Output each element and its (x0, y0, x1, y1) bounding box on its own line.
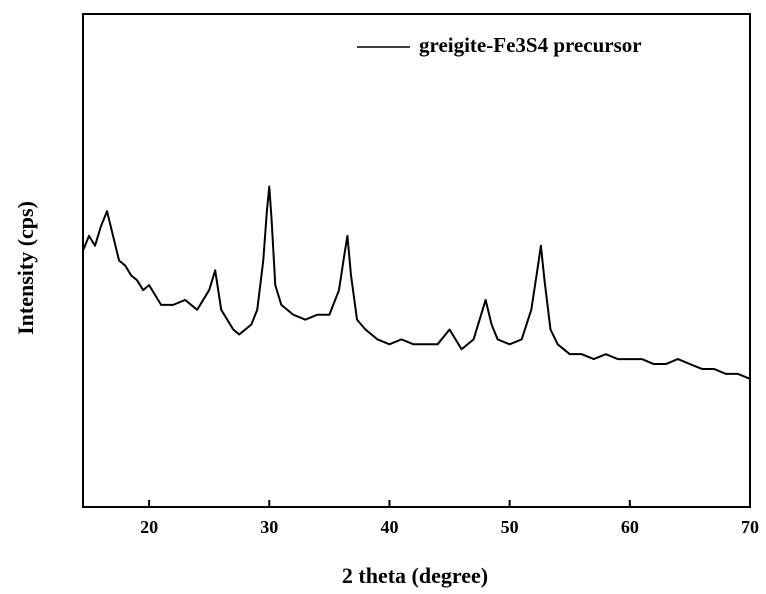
data-line (82, 185, 751, 380)
x-tick-label: 30 (260, 517, 278, 537)
x-tick-label: 60 (621, 517, 639, 537)
x-axis-label: 2 theta (degree) (342, 563, 488, 588)
y-axis-label: Intensity (cps) (13, 201, 38, 335)
plot-frame (82, 13, 751, 508)
x-tick-label: 50 (501, 517, 519, 537)
legend-label: greigite-Fe3S4 precursor (419, 33, 642, 57)
x-tick-label: 40 (380, 517, 398, 537)
x-tick-label: 70 (741, 517, 759, 537)
x-tick-label: 20 (140, 517, 158, 537)
